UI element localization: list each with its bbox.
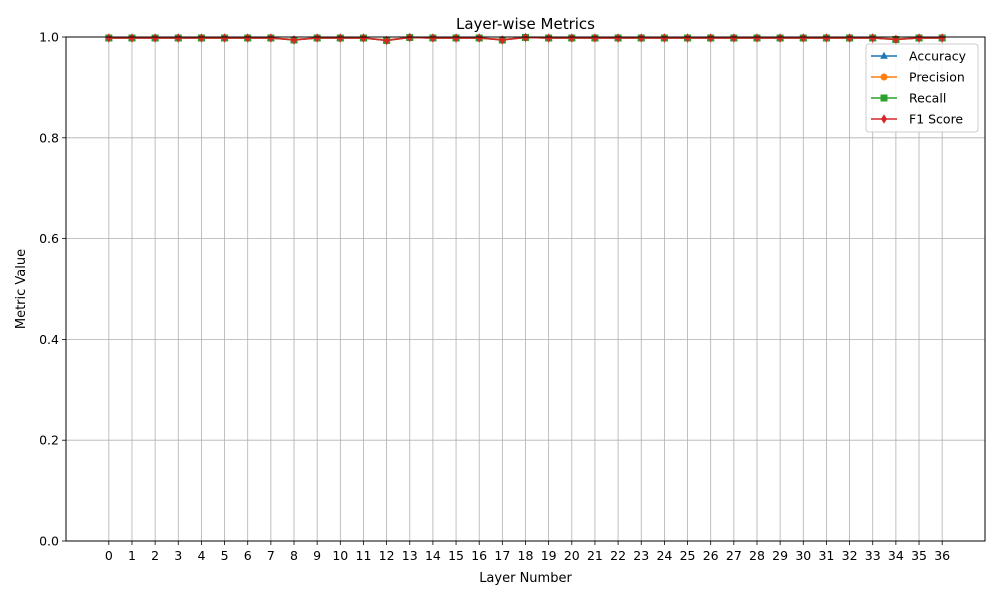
data-point-f1-score <box>661 33 668 43</box>
x-tick-label: 4 <box>197 548 205 563</box>
data-point-f1-score <box>800 33 807 43</box>
x-tick-label: 20 <box>564 548 580 563</box>
x-tick-label: 31 <box>818 548 834 563</box>
x-tick-label: 19 <box>541 548 557 563</box>
legend-marker-accuracy <box>880 51 888 59</box>
y-tick-label: 0.0 <box>39 534 59 549</box>
x-tick-label: 11 <box>356 548 372 563</box>
data-point-f1-score <box>916 33 923 43</box>
y-tick-label: 0.4 <box>39 332 59 347</box>
data-point-f1-score <box>892 34 899 45</box>
data-point-f1-score <box>522 32 529 43</box>
x-tick-label: 0 <box>105 548 113 563</box>
x-tick-label: 29 <box>772 548 788 563</box>
x-tick-label: 14 <box>425 548 441 563</box>
axes: 0 1 2 3 4 5 6 7 8 9 10 11 12 13 14 15 16 17 18 19 20 21 22 23 24… <box>39 30 950 564</box>
legend: Accuracy Precision Recall F1 Score <box>865 43 979 133</box>
x-tick-label: 24 <box>656 548 672 563</box>
x-tick-label: 12 <box>379 548 395 563</box>
data-point-f1-score <box>869 33 876 43</box>
x-tick-label: 15 <box>448 548 464 563</box>
y-tick-label: 0.8 <box>39 130 59 145</box>
legend-label-f1-score: F1 Score <box>909 112 963 127</box>
x-tick-label: 34 <box>888 548 904 563</box>
legend-label-precision: Precision <box>909 70 965 85</box>
legend-marker-precision <box>880 73 888 81</box>
x-tick-label: 17 <box>494 548 510 563</box>
x-tick-label: 32 <box>842 548 858 563</box>
data-point-f1-score <box>754 33 760 43</box>
y-tick-label: 1.0 <box>39 30 59 45</box>
x-tick-label: 8 <box>290 548 298 563</box>
chart-title: Layer-wise Metrics <box>456 15 595 33</box>
data-point-f1-score <box>360 33 367 43</box>
y-tick-label: 0.2 <box>39 433 59 448</box>
x-tick-label: 21 <box>587 548 603 563</box>
data-point-f1-score <box>777 33 784 43</box>
x-tick-label: 18 <box>518 548 534 563</box>
data-point-f1-score <box>615 33 622 43</box>
x-tick-label: 10 <box>332 548 348 563</box>
data-point-f1-score <box>568 33 575 43</box>
data-point-f1-score <box>499 35 506 45</box>
x-tick-label: 6 <box>244 548 252 563</box>
data-point-f1-score <box>291 35 297 45</box>
legend-label-recall: Recall <box>909 91 946 106</box>
x-tick-label: 9 <box>313 548 321 563</box>
data-point-f1-score <box>545 33 552 43</box>
data-point-f1-score <box>267 33 274 43</box>
data-point-f1-score <box>707 33 714 43</box>
data-point-f1-score <box>406 32 413 43</box>
data-point-f1-score <box>105 33 112 43</box>
data-point-f1-score <box>823 33 830 43</box>
x-tick-label: 36 <box>934 548 950 563</box>
x-tick-label: 33 <box>865 548 881 563</box>
x-tick-label: 3 <box>174 548 182 563</box>
x-tick-label: 26 <box>703 548 719 563</box>
x-tick-label: 16 <box>471 548 487 563</box>
data-point-f1-score <box>175 33 182 43</box>
data-point-f1-score <box>429 33 436 43</box>
data-point-f1-score <box>128 33 135 43</box>
data-point-f1-score <box>383 35 390 46</box>
y-tick-label: 0.6 <box>39 231 59 246</box>
x-tick-label: 27 <box>726 548 742 563</box>
data-point-f1-score <box>591 33 598 43</box>
x-tick-label: 23 <box>633 548 649 563</box>
data-point-f1-score <box>846 33 853 43</box>
data-point-f1-score <box>337 33 344 43</box>
legend-label-accuracy: Accuracy <box>909 49 967 64</box>
data-point-f1-score <box>244 33 251 43</box>
x-tick-label: 5 <box>221 548 229 563</box>
legend-marker-f1-score <box>881 114 887 124</box>
data-point-f1-score <box>314 33 321 43</box>
legend-marker-recall <box>880 94 888 102</box>
data-point-f1-score <box>476 33 483 43</box>
series-group <box>104 32 947 46</box>
x-tick-label: 1 <box>128 548 136 563</box>
data-point-f1-score <box>730 33 737 43</box>
x-axis-title: Layer Number <box>479 571 572 586</box>
data-point-f1-score <box>198 33 205 43</box>
x-tick-label: 2 <box>151 548 159 563</box>
data-point-f1-score <box>638 33 645 43</box>
x-tick-label: 7 <box>267 548 275 563</box>
y-axis-title: Metric Value <box>14 249 29 329</box>
x-tick-label: 22 <box>610 548 626 563</box>
data-point-f1-score <box>684 33 691 43</box>
data-point-f1-score <box>939 33 946 43</box>
x-tick-label: 35 <box>911 548 927 563</box>
x-tick-label: 28 <box>749 548 765 563</box>
x-tick-label: 13 <box>402 548 418 563</box>
data-point-f1-score <box>152 33 159 43</box>
legend-box <box>865 43 979 133</box>
series-f1-score <box>105 32 946 46</box>
data-point-f1-score <box>453 33 460 43</box>
x-tick-label: 25 <box>680 548 696 563</box>
x-tick-label: 30 <box>795 548 811 563</box>
data-point-f1-score <box>221 33 228 43</box>
